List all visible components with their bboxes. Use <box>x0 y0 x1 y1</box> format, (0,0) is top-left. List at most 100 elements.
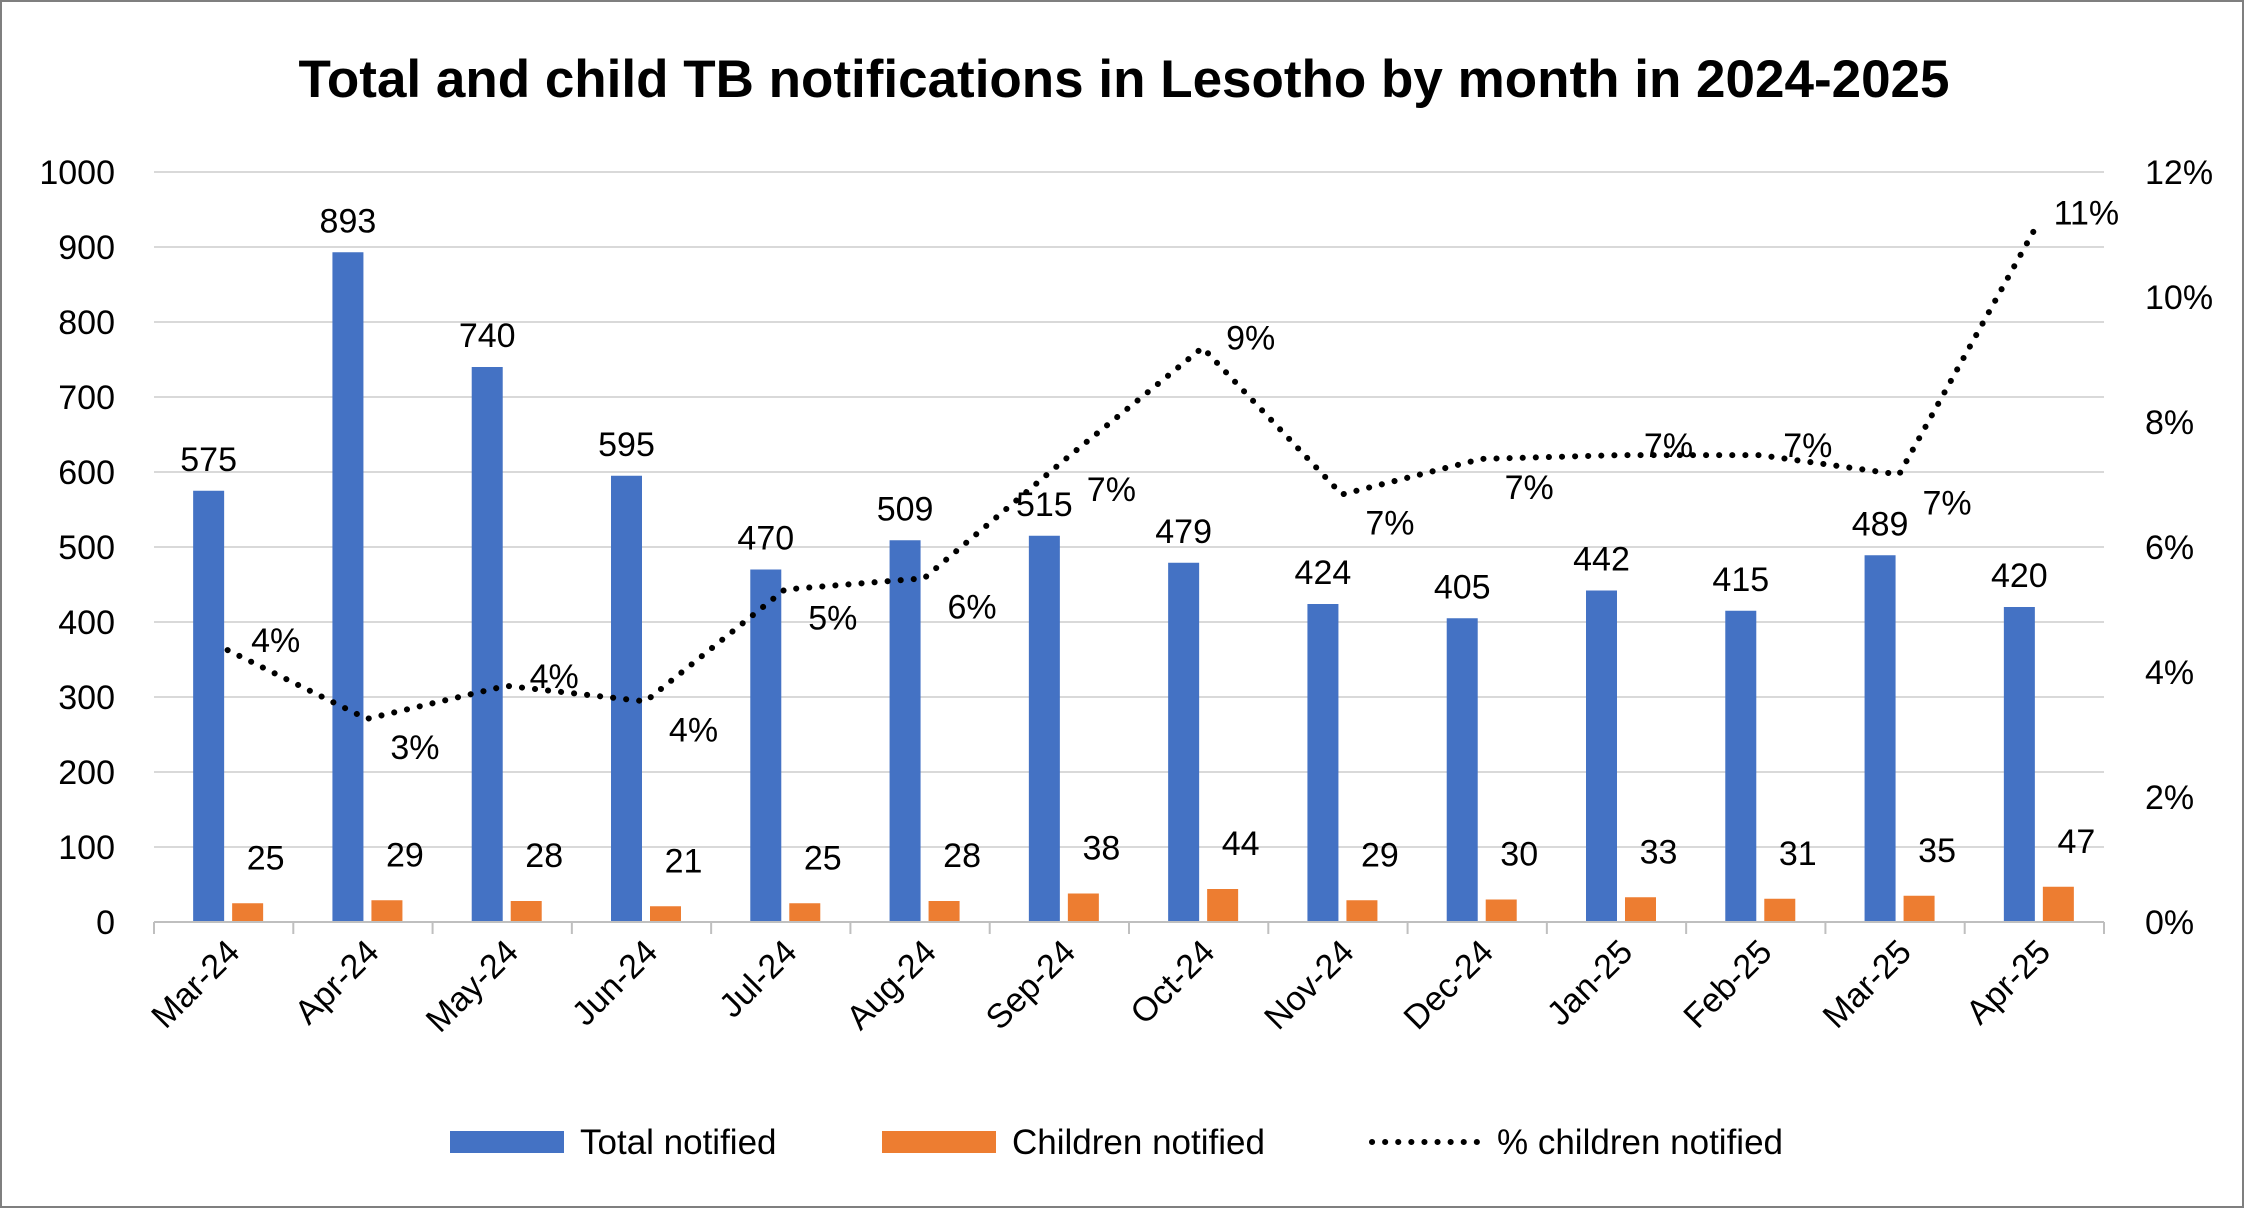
legend-children-notified-label: Children notified <box>1012 1123 1265 1162</box>
total-notified-bar <box>332 252 364 922</box>
left-axis-tick-label: 100 <box>58 829 115 867</box>
total-notified-bar <box>1168 562 1200 922</box>
children-notified-data-label: 25 <box>247 839 285 877</box>
children-notified-bar <box>2042 886 2074 922</box>
left-axis-tick-label: 900 <box>58 229 115 267</box>
total-notified-data-label: 489 <box>1852 505 1909 543</box>
children-notified-bar <box>232 903 264 922</box>
children-notified-bar <box>510 901 542 922</box>
legend: Total notified Children notified % childre… <box>450 1123 1783 1162</box>
total-notified-bar <box>193 490 225 922</box>
children-notified-bar <box>789 903 821 922</box>
total-notified-data-label: 509 <box>877 490 934 528</box>
left-axis-tick-label: 300 <box>58 679 115 717</box>
right-axis-ticks: 0% 2% 4% 6% 8% 10% 12% <box>2145 154 2213 942</box>
x-axis-category-label: Apr-25 <box>1959 933 2058 1032</box>
right-axis-tick-label: 2% <box>2145 779 2194 817</box>
total-notified-bar <box>2003 607 2035 922</box>
x-axis-category-label: Apr-24 <box>288 933 387 1032</box>
x-axis-category-label: Mar-24 <box>144 933 247 1036</box>
total-notified-data-label: 740 <box>459 317 516 355</box>
x-axis-category-label: Jan-25 <box>1540 933 1640 1033</box>
total-notified-data-label: 424 <box>1295 554 1352 592</box>
legend-children-notified-swatch <box>882 1131 996 1153</box>
total-notified-data-label: 415 <box>1712 561 1769 599</box>
left-axis-ticks: 0 100 200 300 400 500 600 700 800 900 1000 <box>39 154 115 942</box>
x-axis-category-label: Jun-24 <box>565 933 665 1033</box>
children-notified-data-label: 25 <box>804 839 842 877</box>
left-axis-tick-label: 0 <box>96 904 115 942</box>
total-notified-bar <box>889 540 921 922</box>
total-notified-data-label: 470 <box>737 520 794 558</box>
x-axis-category-label: Sep-24 <box>979 933 1083 1037</box>
children-notified-bar <box>1207 889 1239 922</box>
percent-data-label: 5% <box>808 600 857 638</box>
total-notified-bar <box>1586 590 1617 922</box>
percent-data-label: 4% <box>530 658 579 696</box>
total-notified-bar <box>471 367 503 922</box>
children-notified-bar <box>1764 898 1796 922</box>
percent-line-series: 4% 3% 4% 4% 5% 6% 7% 9% 7% 7% 7% 7% 7% 11% <box>224 195 2120 767</box>
total-notified-data-label: 405 <box>1434 568 1491 606</box>
gridlines <box>154 171 2104 848</box>
children-notified-data-label: 29 <box>1361 836 1399 874</box>
total-notified-bar <box>750 569 782 922</box>
left-axis-tick-label: 500 <box>58 529 115 567</box>
x-axis-category-label: May-24 <box>419 933 526 1040</box>
right-axis-tick-label: 4% <box>2145 654 2194 692</box>
percent-data-label: 6% <box>948 588 997 626</box>
x-axis-category-label: Oct-24 <box>1123 933 1222 1032</box>
children-notified-bar <box>1625 897 1656 922</box>
total-notified-data-label: 420 <box>1991 557 2048 595</box>
percent-data-label: 11% <box>2054 195 2120 233</box>
total-notified-bar <box>1864 555 1896 922</box>
legend-percent-children: % children notified <box>1369 1123 1783 1162</box>
children-notified-data-label: 33 <box>1640 833 1678 871</box>
percent-data-label: 4% <box>251 622 300 660</box>
children-notified-data-label: 28 <box>525 837 563 875</box>
percent-data-label: 7% <box>1644 427 1693 465</box>
children-notified-data-label: 47 <box>2057 823 2095 861</box>
children-notified-bar <box>928 901 960 922</box>
left-axis-tick-label: 800 <box>58 304 115 342</box>
children-notified-bar <box>1346 900 1378 922</box>
total-notified-bar <box>1028 535 1060 922</box>
right-axis-tick-label: 6% <box>2145 529 2194 567</box>
x-axis-category-label: Dec-24 <box>1396 933 1500 1037</box>
percent-data-label: 7% <box>1923 485 1972 523</box>
right-axis-tick-label: 0% <box>2145 904 2194 942</box>
legend-total-notified-label: Total notified <box>580 1123 777 1162</box>
children-notified-data-label: 44 <box>1222 825 1260 863</box>
percent-data-label: 7% <box>1087 471 1136 509</box>
right-axis-tick-label: 10% <box>2145 279 2213 317</box>
children-notified-data-label: 29 <box>386 836 424 874</box>
legend-percent-children-label: % children notified <box>1497 1123 1783 1162</box>
children-notified-bar <box>650 906 681 922</box>
right-axis-tick-label: 8% <box>2145 404 2194 442</box>
percent-data-label: 7% <box>1365 505 1414 543</box>
total-notified-bar <box>1725 610 1757 922</box>
right-axis-tick-label: 12% <box>2145 154 2213 192</box>
left-axis-tick-label: 200 <box>58 754 115 792</box>
legend-children-notified: Children notified <box>882 1123 1265 1162</box>
children-notified-data-label: 35 <box>1918 832 1956 870</box>
children-notified-data-label: 30 <box>1500 836 1538 874</box>
children-notified-data-label: 21 <box>665 842 703 880</box>
total-notified-bar <box>1307 604 1339 922</box>
total-notified-data-label: 595 <box>598 426 655 464</box>
percent-data-label: 9% <box>1226 320 1275 358</box>
total-notified-data-label: 893 <box>320 202 377 240</box>
children-notified-data-label: 28 <box>943 837 981 875</box>
total-notified-data-label: 479 <box>1155 513 1212 551</box>
x-axis: Mar-24 Apr-24 May-24 Jun-24 Jul-24 Aug-24 Sep-… <box>144 921 2105 1040</box>
x-axis-category-label: Jul-24 <box>712 933 804 1025</box>
chart-title: Total and child TB notifications in Leso… <box>298 50 1949 109</box>
x-axis-category-label: Mar-25 <box>1816 933 1919 1036</box>
left-axis-tick-label: 600 <box>58 454 115 492</box>
children-notified-bar <box>1067 893 1099 922</box>
children-notified-bar <box>1485 899 1517 922</box>
x-axis-category-label: Feb-25 <box>1676 933 1779 1036</box>
percent-data-label: 7% <box>1505 469 1554 507</box>
